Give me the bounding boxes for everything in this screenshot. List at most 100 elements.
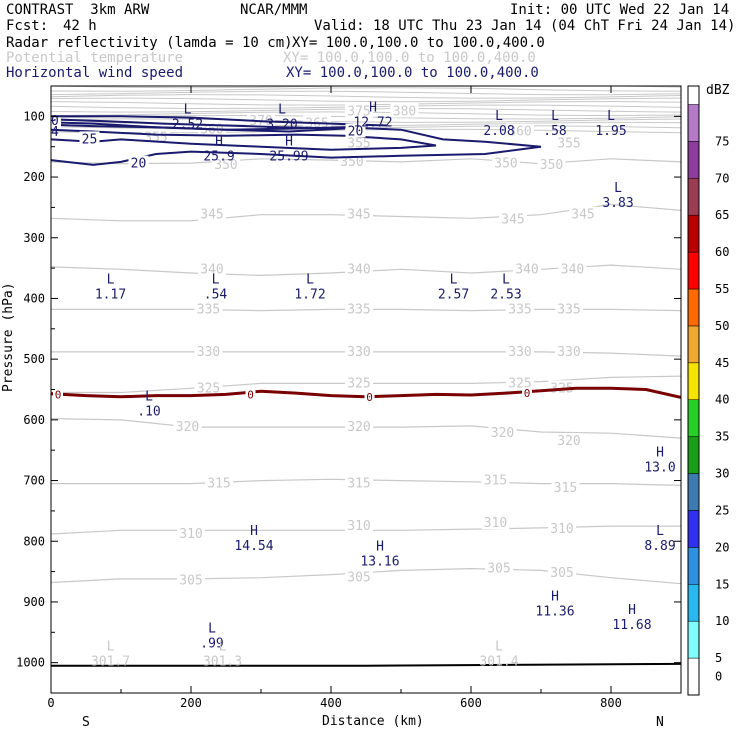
extremum-value: 2.08: [483, 124, 514, 139]
extremum-low: L2.53: [490, 272, 521, 302]
colorbar-level-label: 35: [715, 430, 729, 444]
upper-theta-line: [51, 90, 681, 96]
wind-contour-label: 20: [131, 157, 147, 172]
theta-label-bg: [481, 515, 510, 530]
upper-theta-line: [51, 87, 681, 92]
theta-label-bg: [551, 479, 580, 494]
theta-label: 350: [214, 158, 237, 173]
colorbar-swatch: [687, 473, 700, 511]
wind-label-bg: [128, 155, 149, 170]
upper-theta-line: [51, 94, 681, 99]
extremum-high: H25.9: [203, 134, 234, 164]
extremum-low: L.58: [543, 109, 566, 139]
theta-label: 330: [508, 345, 531, 360]
theta-label-bg: [513, 261, 541, 276]
theta-label: 305: [550, 566, 573, 581]
model-label: CONTRAST 3km ARW: [6, 2, 150, 18]
colorbar-level-label: 50: [715, 319, 729, 333]
extremum-type: L: [306, 272, 314, 287]
x-tick-label: 0: [47, 696, 54, 710]
extremum-low: L3.83: [602, 181, 633, 211]
field-xy-2: XY= 100.0,100.0 to 100.0,400.0: [283, 50, 536, 66]
extremum-type: H: [250, 524, 258, 539]
theta-label-bg: [485, 560, 513, 575]
theta-label: 380: [393, 104, 416, 119]
theta-label-bg: [506, 123, 534, 138]
colorbar-level-label: 30: [715, 467, 729, 481]
extremum-value: 3.20: [266, 117, 297, 132]
theta-label-bg: [345, 419, 373, 434]
extremum-type: L: [551, 109, 559, 124]
colorbar-level-label: 75: [715, 134, 729, 148]
theta-label-bg: [205, 475, 233, 490]
colorbar-swatch: [687, 362, 700, 400]
extremum-value: 2.57: [438, 287, 469, 302]
extremum-type: L: [219, 640, 227, 655]
colorbar-level-label: 5: [715, 651, 722, 665]
theta-label-bg: [345, 261, 373, 276]
theta-label: 335: [508, 302, 531, 317]
init-label: Init: 00 UTC Wed 22 Jan 14: [510, 2, 730, 18]
colorbar-swatch: [687, 251, 700, 290]
extremum-low: L34: [51, 110, 59, 140]
theta-label: 345: [501, 213, 524, 228]
x-tick-label: 200: [180, 696, 202, 710]
theta-label-bg: [345, 103, 373, 118]
extremum-high: H14.54: [234, 524, 273, 554]
extremum-value: 12.72: [353, 115, 392, 130]
extremum-value: 1.95: [595, 124, 626, 139]
theta-label-bg: [194, 343, 223, 358]
field-xy-1: XY= 100.0,100.0 to 100.0,400.0: [292, 35, 545, 51]
theta-label-bg: [548, 521, 576, 536]
theta-label: 320: [557, 434, 580, 449]
extremum-type: L: [495, 109, 503, 124]
valid-label: Valid: 18 UTC Thu 23 Jan 14 (04 ChT Fri …: [314, 18, 736, 34]
extremum-value: .54: [204, 287, 228, 302]
colorbar-swatch: [687, 657, 700, 696]
theta-label-bg: [198, 261, 226, 276]
wind-contour-label: 20: [348, 125, 364, 140]
colorbar-level-label: 20: [715, 540, 729, 554]
extremum-low: L1.17: [95, 272, 126, 302]
upper-theta-line: [51, 118, 681, 123]
theta-label-bg: [345, 206, 373, 221]
theta-label-bg: [558, 261, 587, 276]
extremum-type: H: [551, 590, 559, 605]
extremum-value: 2.53: [490, 287, 521, 302]
extremum-high: H13.16: [360, 539, 399, 569]
theta-label-bg: [555, 433, 583, 448]
colorbar: 0 5 10 15 20 25 30 35 40 45 50 55 60 65 70 75: [687, 85, 729, 696]
theta-label: 350: [540, 158, 563, 173]
theta-label: 355: [144, 131, 167, 146]
reflectivity-contour-label: 0: [366, 391, 373, 404]
field-name-1: Radar reflectivity (lamda = 10 cm): [6, 35, 293, 51]
extremum-type: H: [369, 100, 377, 115]
theta-label-bg: [548, 564, 576, 579]
colorbar-level-label: 10: [715, 614, 729, 628]
extremum-value: 25.99: [269, 149, 308, 164]
theta-label-bg: [345, 518, 373, 533]
colorbar-level-label: 45: [715, 356, 729, 370]
theta-label-bg: [198, 206, 226, 221]
y-tick-label: 1000: [16, 656, 45, 670]
y-tick-label: 800: [23, 534, 45, 548]
colorbar-level-label: 25: [715, 503, 729, 517]
surface-terrain-line: [51, 662, 681, 667]
extremum-low: L8.89: [644, 524, 675, 554]
theta-label: 320: [491, 426, 514, 441]
extremum-value: 14.54: [234, 539, 273, 554]
reflectivity-label-bg: [245, 388, 256, 401]
theta-label-bg: [506, 375, 534, 390]
extremum-high: H25.99: [269, 134, 308, 164]
y-axis-title: Pressure (hPa): [1, 282, 16, 392]
theta-label: 315: [347, 477, 370, 492]
extremum-value: 11.36: [535, 605, 574, 620]
wind-label-bg: [79, 131, 100, 146]
extremum-low: L3.20: [266, 102, 297, 132]
colorbar-swatch: [687, 288, 700, 327]
theta-label-bg: [173, 419, 202, 434]
colorbar-level-label: 15: [715, 577, 729, 591]
theta-label: 335: [197, 302, 220, 317]
